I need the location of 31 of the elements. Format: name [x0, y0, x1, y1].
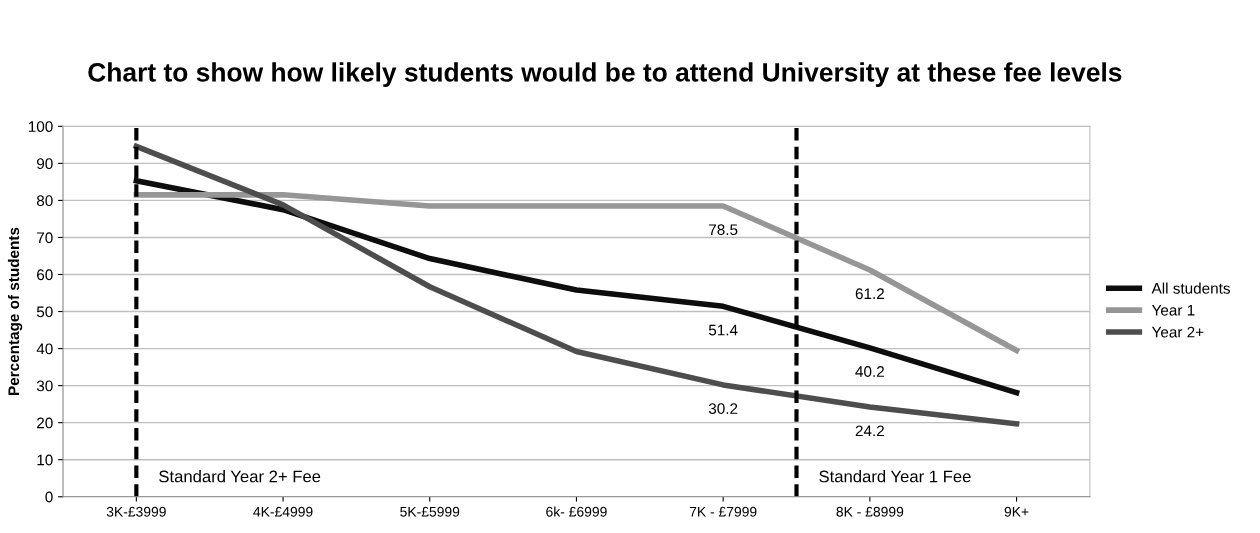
x-tick-label: 7K - £7999 — [689, 506, 757, 517]
y-tick-label: 20 — [37, 417, 53, 429]
x-tick-label: 3K-£3999 — [106, 506, 166, 517]
data-label: 61.2 — [855, 288, 884, 300]
data-label: 40.2 — [855, 366, 884, 377]
x-tick-label: 4K-£4999 — [253, 506, 313, 517]
x-tick-label: 6k- £6999 — [546, 506, 607, 517]
x-tick-label: 8K - £8999 — [836, 506, 904, 517]
y-tick-label: 10 — [37, 454, 53, 466]
data-label: 24.2 — [855, 425, 884, 437]
y-tick-label: 90 — [37, 158, 53, 170]
legend-label: All students — [1151, 282, 1230, 294]
x-tick-label: 9K+ — [1004, 506, 1029, 517]
data-label: 78.5 — [709, 224, 738, 236]
y-tick-label: 50 — [36, 306, 53, 318]
legend-label: Year 2+ — [1151, 326, 1204, 338]
y-tick-label: 70 — [37, 232, 53, 244]
y-tick-label: 100 — [28, 121, 53, 133]
x-tick-label: 5K-£5999 — [400, 506, 460, 517]
data-label: 30.2 — [708, 403, 738, 414]
y-tick-label: 0 — [45, 491, 53, 503]
y-tick-label: 40 — [36, 343, 53, 355]
data-label: 51.4 — [708, 324, 738, 336]
legend-label: Year 1 — [1151, 304, 1195, 316]
y-axis-title: Percentage of students — [7, 227, 23, 395]
y-tick-label: 80 — [36, 195, 53, 207]
ref-line-label: Standard Year 2+ Fee — [159, 470, 321, 483]
chart-title: Chart to show how likely students would be to attend University at these fee levels — [88, 62, 1122, 87]
y-tick-label: 60 — [37, 269, 53, 281]
annotation: Standard Year 1 Fee — [819, 470, 971, 483]
y-tick-label: 30 — [36, 380, 53, 392]
